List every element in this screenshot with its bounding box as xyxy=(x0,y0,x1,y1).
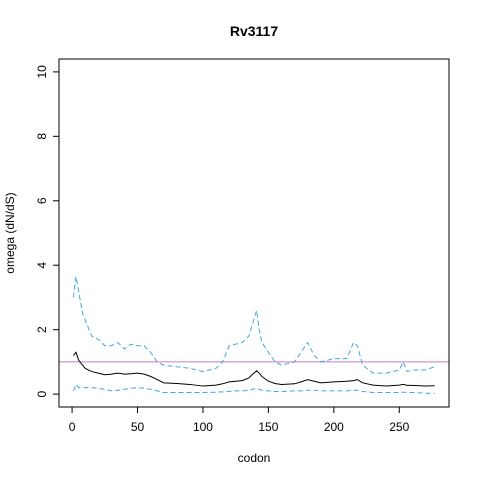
x-tick-label: 250 xyxy=(389,420,409,434)
x-tick-label: 150 xyxy=(258,420,278,434)
series-line xyxy=(72,276,435,374)
x-axis-label: codon xyxy=(238,451,271,465)
x-tick-label: 0 xyxy=(69,420,76,434)
x-tick-label: 100 xyxy=(193,420,213,434)
y-tick-label: 6 xyxy=(35,197,49,204)
y-axis-label: omega (dN/dS) xyxy=(3,192,17,273)
series-line xyxy=(73,351,435,387)
y-tick-label: 8 xyxy=(35,133,49,140)
x-tick-label: 50 xyxy=(131,420,145,434)
y-tick-label: 4 xyxy=(35,262,49,269)
plot-frame xyxy=(58,58,450,408)
x-tick-label: 200 xyxy=(324,420,344,434)
y-tick-label: 0 xyxy=(35,390,49,397)
chart-title: Rv3117 xyxy=(230,23,278,39)
y-tick-label: 10 xyxy=(35,65,49,79)
y-tick-label: 2 xyxy=(35,326,49,333)
